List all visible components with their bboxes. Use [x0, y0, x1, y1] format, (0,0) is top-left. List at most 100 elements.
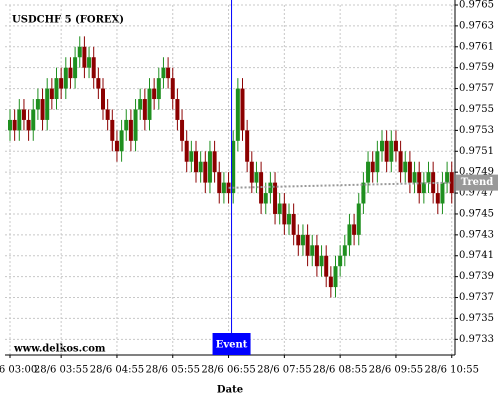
- candle-body: [138, 99, 143, 110]
- candle-body: [398, 151, 403, 173]
- candle-body: [35, 99, 40, 110]
- candle-body: [166, 67, 171, 79]
- candle-body: [375, 151, 380, 173]
- candle-body: [114, 140, 119, 152]
- candle-body: [180, 119, 185, 141]
- candle-body: [426, 172, 431, 183]
- candle-body: [59, 78, 64, 89]
- candle-body: [240, 88, 245, 131]
- x-tick-label: 28/6 09:55: [369, 365, 423, 376]
- candle-body: [217, 172, 222, 194]
- x-tick-label: 28/6 04:55: [90, 365, 144, 376]
- candle-body: [338, 255, 343, 267]
- candle-body: [370, 161, 375, 173]
- candle-body: [156, 78, 161, 100]
- candle-body: [393, 140, 398, 152]
- event-box: [212, 333, 251, 355]
- candle-body: [198, 161, 203, 173]
- candle-body: [361, 182, 366, 204]
- candle-body: [124, 119, 129, 131]
- candle-body: [68, 67, 73, 79]
- trend-line: [228, 181, 452, 189]
- candle-body: [170, 78, 175, 100]
- candle-body: [389, 140, 394, 162]
- candle-body: [101, 88, 105, 110]
- candle-body: [128, 119, 133, 141]
- x-tick-label: 28/6 03:00: [0, 365, 37, 376]
- y-tick-label: 0.9757: [459, 83, 494, 94]
- trend-label: Trend: [461, 177, 494, 188]
- y-tick-label: 0.9735: [459, 313, 494, 324]
- candle-body: [91, 57, 96, 79]
- y-tick-label: 0.9739: [459, 271, 494, 282]
- candle-body: [254, 172, 259, 183]
- candle-body: [96, 78, 101, 89]
- candle-body: [152, 88, 157, 100]
- y-tick-label: 0.9751: [459, 146, 494, 157]
- candle-body: [110, 119, 115, 141]
- candle-body: [445, 172, 450, 183]
- candle-body: [421, 182, 426, 194]
- candle-body: [296, 234, 301, 246]
- candle-body: [245, 130, 250, 162]
- candle-body: [417, 172, 422, 194]
- x-axis-label: Date: [217, 385, 243, 396]
- candle-body: [184, 140, 189, 162]
- candle-body: [17, 109, 22, 131]
- y-tick-label: 0.9743: [459, 229, 494, 240]
- candle-body: [49, 88, 54, 100]
- candle-body: [221, 182, 226, 194]
- candle-body: [347, 224, 352, 246]
- candle-body: [21, 109, 26, 120]
- y-tick-label: 0.9759: [459, 62, 494, 73]
- candle-body: [333, 266, 338, 288]
- y-tick-label: 0.9745: [459, 208, 494, 219]
- candle-body: [77, 46, 82, 58]
- candle-body: [449, 172, 454, 194]
- candle-body: [207, 151, 212, 183]
- candle-body: [440, 182, 445, 204]
- y-tick-label: 0.9765: [459, 0, 494, 11]
- x-tick-label: 28/6 06:55: [201, 365, 255, 376]
- candle-body: [63, 67, 68, 89]
- candle-body: [235, 88, 240, 141]
- x-tick-label: 28/6 08:55: [313, 365, 367, 376]
- candle-body: [105, 109, 110, 120]
- candle-body: [356, 203, 361, 235]
- candle-body: [119, 130, 124, 152]
- candle-body: [31, 109, 36, 131]
- candle-body: [175, 99, 180, 120]
- candle-body: [287, 213, 291, 225]
- event-label: Event: [216, 340, 248, 351]
- candle-body: [203, 161, 208, 183]
- y-tick-label: 0.9763: [459, 20, 494, 31]
- y-tick-label: 0.9755: [459, 104, 494, 115]
- watermark: www.delkos.com: [13, 344, 106, 355]
- candle-body: [26, 119, 31, 131]
- candle-body: [277, 203, 282, 214]
- candle-body: [314, 245, 319, 267]
- candle-body: [73, 57, 78, 79]
- candle-body: [305, 234, 310, 256]
- x-tick-label: 28/6 05:55: [146, 365, 200, 376]
- y-tick-label: 0.9753: [459, 125, 494, 136]
- candle-body: [435, 193, 440, 204]
- candle-body: [380, 140, 384, 152]
- y-tick-label: 0.9749: [459, 167, 494, 178]
- candle-body: [87, 57, 92, 68]
- y-tick-label: 0.9747: [459, 188, 494, 199]
- chart-title: USDCHF 5 (FOREX): [12, 15, 124, 26]
- candle-body: [54, 78, 59, 100]
- candle-body: [12, 119, 17, 131]
- candle-body: [319, 255, 324, 267]
- candle-body: [8, 119, 12, 131]
- candle-body: [82, 46, 87, 68]
- x-tick-label: 28/6 10:55: [425, 365, 479, 376]
- candle-body: [45, 88, 50, 120]
- y-tick-label: 0.9741: [459, 250, 494, 261]
- candle-body: [384, 140, 389, 162]
- candle-body: [300, 234, 305, 246]
- candle-body: [263, 193, 268, 204]
- candle-body: [249, 161, 254, 183]
- candle-body: [352, 224, 357, 235]
